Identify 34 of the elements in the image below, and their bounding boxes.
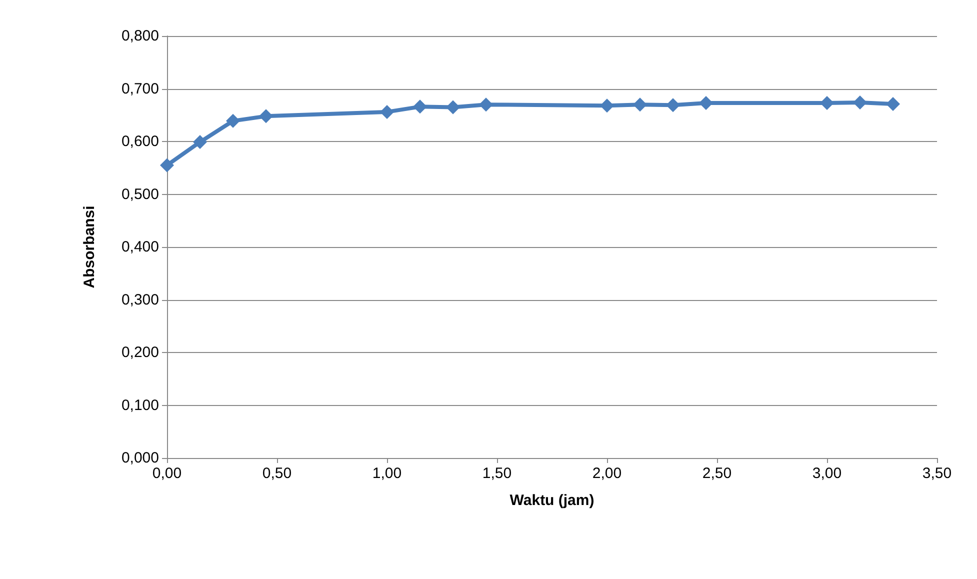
x-tick-label: 2,50 [702, 465, 732, 482]
point [820, 96, 834, 110]
y-tick-label: 0,600 [121, 133, 159, 150]
point [446, 100, 460, 114]
x-tick-label: 2,00 [592, 465, 622, 482]
x-tick-label: 3,50 [922, 465, 952, 482]
y-tick-label: 0,500 [121, 186, 159, 203]
point [479, 98, 493, 112]
x-tick-label: 3,00 [812, 465, 842, 482]
y-tick-label: 0,300 [121, 291, 159, 308]
point [413, 100, 427, 114]
x-tick-label: 0,50 [262, 465, 292, 482]
x-tick-label: 1,00 [372, 465, 402, 482]
point [380, 104, 394, 119]
x-tick-label: 1,50 [482, 465, 512, 482]
y-tick-label: 0,200 [121, 344, 159, 361]
y-tick-label: 0,100 [121, 396, 159, 414]
point [886, 97, 900, 112]
point [853, 95, 867, 110]
point [193, 135, 207, 150]
x-tick-label: 0,00 [152, 465, 182, 482]
y-axis-title: Absorbansi [81, 206, 98, 288]
point [699, 96, 713, 110]
point [259, 109, 273, 124]
x-axis-title: Waktu (jam) [510, 492, 594, 509]
point [633, 98, 647, 112]
point [226, 114, 240, 128]
y-tick-label: 0,000 [121, 450, 159, 466]
y-tick-label: 0,700 [121, 80, 159, 98]
point [600, 98, 614, 113]
y-tick-label: 0,800 [121, 28, 159, 44]
point [666, 98, 680, 112]
y-tick-label: 0,400 [121, 238, 159, 256]
point [160, 158, 174, 172]
